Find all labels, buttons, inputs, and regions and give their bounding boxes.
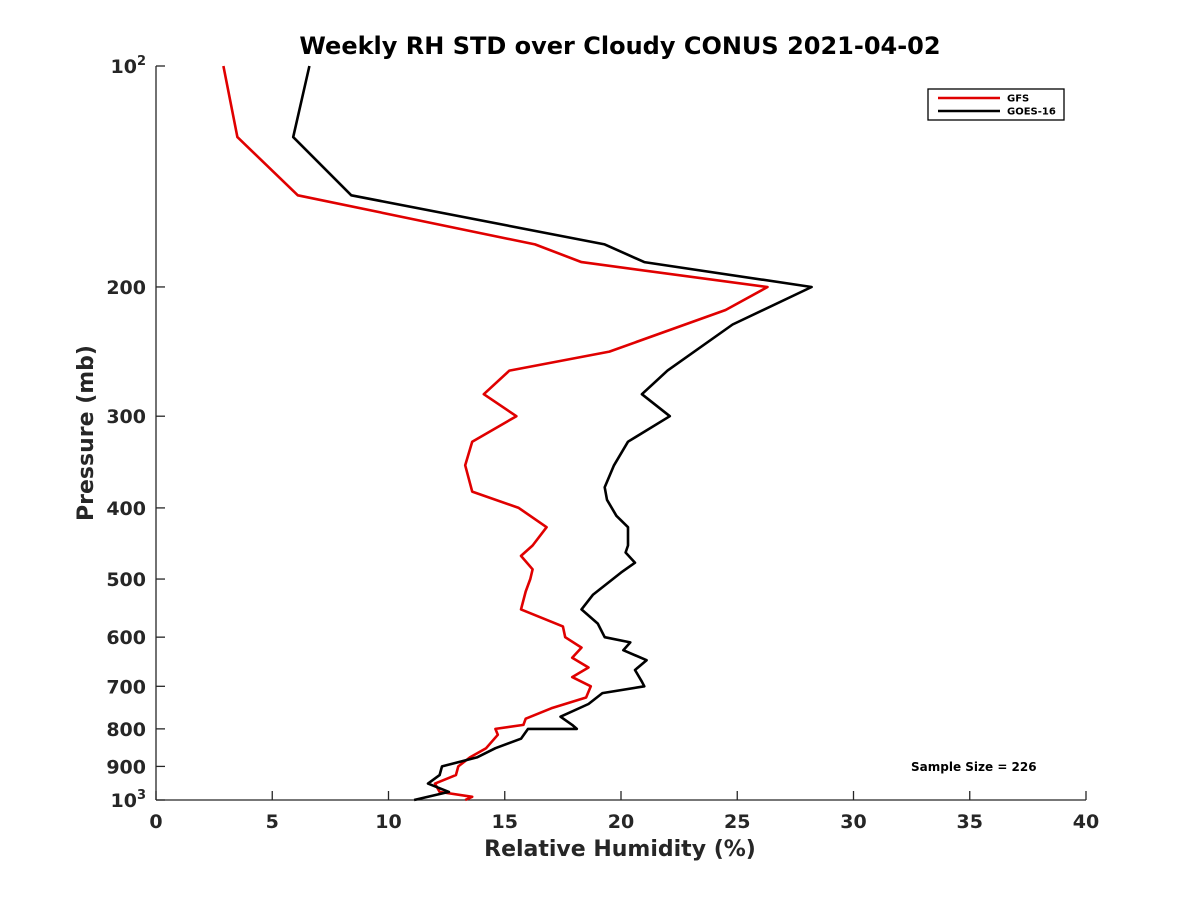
y-axis-ticks: 102 200 300 400 500 600 700 800 900 103 — [106, 54, 165, 812]
y-tick-label: 200 — [106, 277, 146, 299]
x-axis-ticks: 0 5 10 15 20 25 30 35 40 — [149, 791, 1099, 833]
y-tick-label: 600 — [106, 627, 146, 649]
legend-label-gfs: GFS — [1007, 94, 1029, 105]
series-line-gfs — [222, 65, 769, 802]
legend-label-goes16: GOES-16 — [1007, 107, 1056, 118]
x-tick-label: 35 — [957, 811, 983, 833]
legend-box — [927, 88, 1065, 121]
x-tick-label: 15 — [492, 811, 518, 833]
y-tick-label: 900 — [106, 756, 146, 778]
x-tick-label: 0 — [149, 811, 162, 833]
x-tick-label: 30 — [840, 811, 866, 833]
y-tick-label: 800 — [106, 719, 146, 741]
sample-size-annotation: Sample Size = 226 — [911, 760, 1037, 774]
series-lines — [222, 65, 813, 802]
y-axis-label: Pressure (mb) — [74, 345, 99, 521]
x-tick-label: 20 — [608, 811, 634, 833]
x-tick-label: 40 — [1073, 811, 1099, 833]
y-tick-label: 102 — [111, 54, 147, 78]
x-tick-label: 25 — [724, 811, 750, 833]
y-tick-label: 500 — [106, 569, 146, 591]
legend: GFS GOES-16 — [927, 88, 1065, 121]
y-tick-label: 700 — [106, 676, 146, 698]
x-tick-label: 5 — [266, 811, 279, 833]
x-tick-label: 10 — [375, 811, 401, 833]
y-tick-label: 300 — [106, 406, 146, 428]
series-line-goes16 — [291, 65, 813, 802]
x-axis-label: Relative Humidity (%) — [484, 837, 756, 862]
y-tick-label: 400 — [106, 498, 146, 520]
y-tick-label: 103 — [111, 788, 147, 812]
chart-title: Weekly RH STD over Cloudy CONUS 2021-04-… — [299, 32, 940, 60]
